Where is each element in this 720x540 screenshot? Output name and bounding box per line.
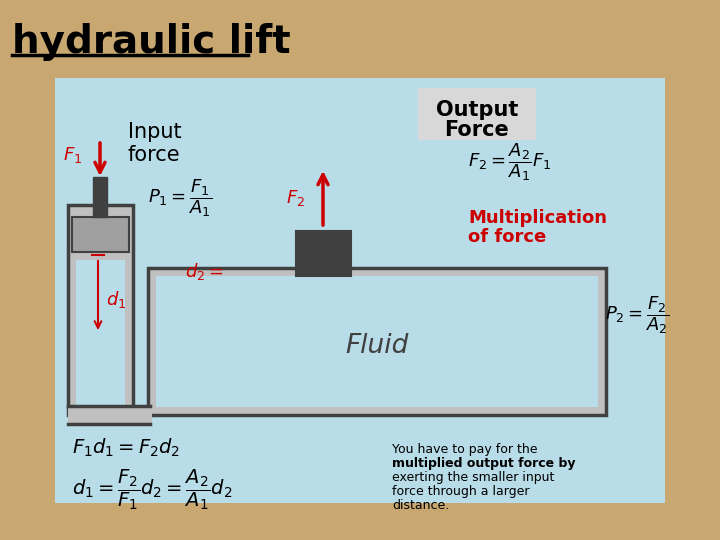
Bar: [156, 276, 598, 407]
Bar: [76, 260, 125, 410]
Bar: [72, 217, 129, 252]
Text: Input: Input: [128, 122, 181, 142]
Text: of force: of force: [468, 228, 546, 246]
Text: multiplied output force by: multiplied output force by: [392, 457, 575, 470]
Bar: [55, 78, 665, 503]
Text: force: force: [128, 145, 181, 165]
Bar: [68, 205, 133, 415]
Text: hydraulic lift: hydraulic lift: [12, 23, 291, 61]
Text: $P_1 = \dfrac{F_1}{A_1}$: $P_1 = \dfrac{F_1}{A_1}$: [148, 177, 212, 219]
Text: $F_1 d_1 = F_2 d_2$: $F_1 d_1 = F_2 d_2$: [72, 437, 180, 459]
Text: Fluid: Fluid: [346, 333, 409, 359]
Text: $P_2 = \dfrac{F_2}{A_2}$: $P_2 = \dfrac{F_2}{A_2}$: [605, 294, 670, 336]
Text: $d_1 = \dfrac{F_2}{F_1} d_2 = \dfrac{A_2}{A_1} d_2$: $d_1 = \dfrac{F_2}{F_1} d_2 = \dfrac{A_2…: [72, 468, 233, 512]
Text: force through a larger: force through a larger: [392, 485, 529, 498]
Bar: [296, 231, 351, 276]
Text: $d_2=$: $d_2=$: [185, 261, 224, 282]
Bar: [93, 177, 107, 217]
Bar: [418, 88, 536, 140]
Text: $F_1$: $F_1$: [63, 145, 82, 165]
Text: $d_1$: $d_1$: [106, 288, 126, 309]
Text: Multiplication: Multiplication: [468, 209, 607, 227]
Bar: [148, 268, 606, 415]
Bar: [68, 406, 152, 424]
Text: $F_2$: $F_2$: [286, 188, 305, 208]
Text: Output: Output: [436, 100, 518, 120]
Text: distance.: distance.: [392, 499, 449, 512]
Text: exerting the smaller input: exerting the smaller input: [392, 471, 554, 484]
Text: Force: Force: [445, 120, 509, 140]
Text: $F_2 = \dfrac{A_2}{A_1} F_1$: $F_2 = \dfrac{A_2}{A_1} F_1$: [468, 141, 552, 183]
Text: You have to pay for the: You have to pay for the: [392, 443, 538, 456]
